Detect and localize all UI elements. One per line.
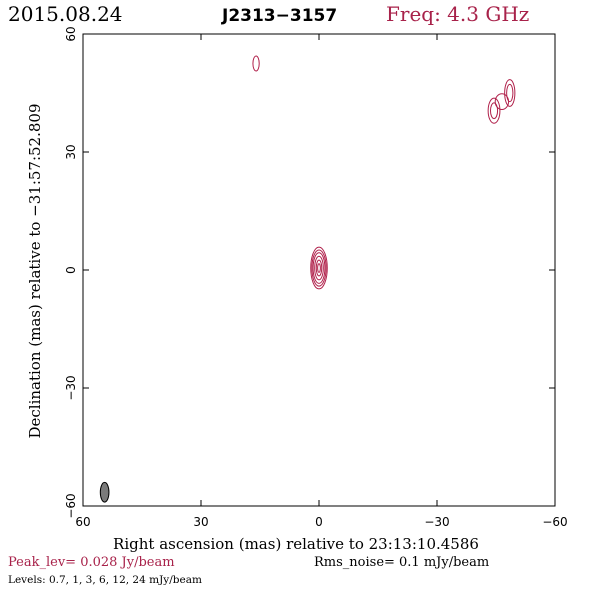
contour-layer xyxy=(252,55,516,290)
contour-ring xyxy=(487,97,501,124)
rms-noise: Rms_noise= 0.1 mJy/beam xyxy=(314,555,489,570)
x-tick-label: 0 xyxy=(315,515,323,529)
y-tick-label: 0 xyxy=(64,266,78,274)
source-name: J2313−3157 xyxy=(221,6,337,26)
contour-ring xyxy=(506,83,514,103)
y-tick-labels: 60 30 0 −30 −60 xyxy=(64,26,78,518)
contour-ring xyxy=(315,259,323,277)
beam-ellipse xyxy=(99,481,110,503)
x-tick-labels: 60 30 0 −30 −60 xyxy=(75,515,567,529)
peak-level: Peak_lev= 0.028 Jy/beam xyxy=(8,555,175,570)
contour-ring xyxy=(317,263,321,273)
contour-ring xyxy=(504,79,516,107)
contour-ring xyxy=(311,249,327,287)
component-ne-blob-c xyxy=(494,93,510,111)
x-tick-label: −60 xyxy=(542,515,567,529)
y-tick-label: −30 xyxy=(64,375,78,400)
beam-layer xyxy=(99,481,110,503)
contour-ring xyxy=(314,255,324,281)
contour-ring xyxy=(252,55,260,72)
contour-ring xyxy=(494,93,510,111)
frequency-label: Freq: 4.3 GHz xyxy=(386,2,529,26)
component-ne-blob-a xyxy=(487,97,501,124)
y-tick-label: 60 xyxy=(64,26,78,41)
y-tick-label: 30 xyxy=(64,144,78,159)
x-tick-label: −30 xyxy=(424,515,449,529)
contour-ring xyxy=(489,102,499,120)
tick-marks xyxy=(82,33,556,507)
y-axis-label: Declination (mas) relative to −31:57:52.… xyxy=(26,103,44,438)
contour-levels: Levels: 0.7, 1, 3, 6, 12, 24 mJy/beam xyxy=(8,574,202,586)
x-axis-label: Right ascension (mas) relative to 23:13:… xyxy=(113,535,479,553)
contour-ring xyxy=(312,252,326,284)
x-tick-label: 60 xyxy=(75,515,90,529)
component-ne-blob-b xyxy=(504,79,516,107)
plot-frame xyxy=(82,33,556,507)
contour-ring xyxy=(310,246,328,290)
component-north-blob xyxy=(252,55,260,72)
y-tick-label: −60 xyxy=(64,493,78,518)
observation-date: 2015.08.24 xyxy=(8,2,123,26)
component-core xyxy=(310,246,328,290)
x-tick-label: 30 xyxy=(193,515,208,529)
